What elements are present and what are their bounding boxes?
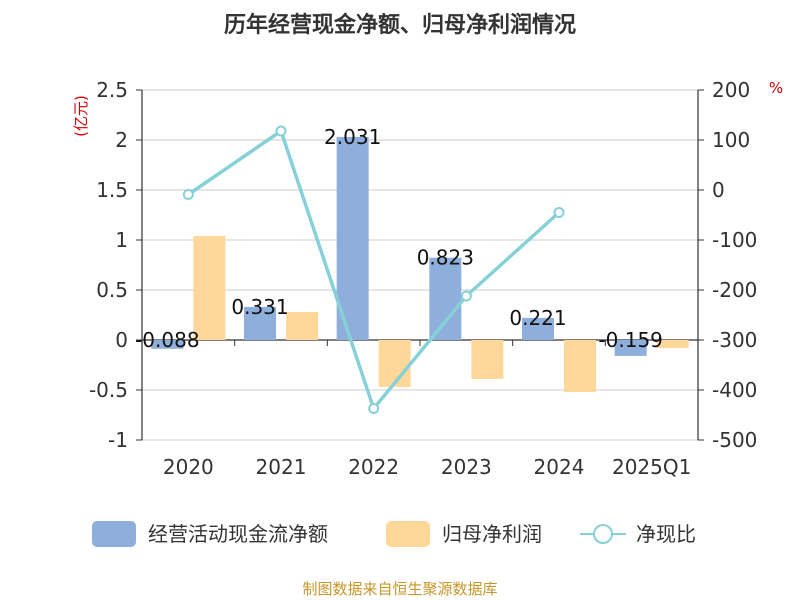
bar-netprofit: [564, 340, 596, 392]
x-tick-label: 2025Q1: [612, 455, 691, 479]
right-tick-label: 200: [712, 78, 750, 102]
bar-netprofit: [656, 340, 689, 348]
bar-cashflow: [614, 340, 647, 356]
ratio-point: [460, 290, 472, 302]
right-axis-ticks: 200 100 0 -100 -200 -300 -400 -500: [712, 78, 757, 452]
right-tick-label: 100: [712, 128, 750, 152]
ratio-point: [182, 189, 194, 200]
bar-netprofit: [193, 236, 226, 340]
data-label: 2.031: [324, 125, 381, 149]
data-label: 0.221: [509, 306, 566, 330]
left-tick-label: 2.5: [96, 78, 128, 102]
bar-cashflow: [429, 257, 462, 340]
source-note: 制图数据来自恒生聚源数据库: [302, 580, 497, 598]
right-tick-label: 0: [712, 178, 725, 202]
data-label: 0.823: [417, 246, 474, 270]
right-axis-unit: %: [769, 79, 783, 97]
ratio-point: [275, 125, 287, 137]
right-tick-label: -300: [712, 328, 757, 352]
bars: [151, 136, 689, 392]
x-tick-label: 2021: [256, 455, 307, 479]
legend[interactable]: 经营活动现金流净额 归母净利润 净现比: [92, 521, 696, 547]
legend-label: 经营活动现金流净额: [148, 522, 328, 546]
bar-netprofit: [471, 340, 504, 379]
left-tick-label: 2: [115, 128, 128, 152]
ratio-point: [553, 207, 565, 218]
bar-netprofit: [378, 340, 411, 387]
left-tick-label: 1: [115, 228, 128, 252]
left-tick-label: 0.5: [96, 278, 128, 302]
x-tick-label: 2020: [163, 455, 214, 479]
bar-cashflow: [244, 306, 276, 340]
ratio-point: [368, 403, 380, 414]
data-label: -0.159: [598, 328, 662, 352]
legend-label: 净现比: [636, 522, 696, 546]
ratio-line-path: [187, 128, 561, 413]
right-tick-label: -200: [712, 278, 757, 302]
bar-cashflow: [522, 317, 554, 340]
x-tick-label: 2022: [348, 455, 399, 479]
legend-swatch-cashflow: [92, 521, 136, 547]
left-axis-unit: (亿元): [72, 95, 90, 137]
data-label: -0.088: [135, 328, 199, 352]
x-tick-label: 2024: [534, 455, 585, 479]
chart-title: 历年经营现金净额、归母净利润情况: [224, 12, 576, 38]
bar-cashflow: [336, 136, 369, 340]
left-tick-label: -1: [108, 428, 128, 452]
legend-swatch-netprofit: [386, 521, 430, 547]
x-axis-ticks: 2020 2021 2022 2023 2024 2025Q1: [163, 455, 691, 479]
right-tick-label: -400: [712, 378, 757, 402]
legend-swatch-marker: [593, 524, 613, 544]
right-tick-label: -500: [712, 428, 757, 452]
x-tick-label: 2023: [441, 455, 492, 479]
left-tick-label: -0.5: [89, 378, 128, 402]
left-tick-label: 1.5: [96, 178, 128, 202]
legend-label: 归母净利润: [442, 522, 542, 546]
bar-netprofit: [286, 312, 318, 340]
data-label: 0.331: [231, 295, 288, 319]
bar-cashflow: [151, 340, 184, 349]
data-labels: -0.088 0.331 2.031 0.823 0.221 -0.159: [135, 125, 663, 352]
left-tick-label: 0: [115, 328, 128, 352]
left-axis-ticks: 2.5 2 1.5 1 0.5 0 -0.5 -1: [89, 78, 128, 452]
axes: [136, 89, 704, 441]
ratio-line: [182, 125, 565, 414]
right-tick-label: -100: [712, 228, 757, 252]
